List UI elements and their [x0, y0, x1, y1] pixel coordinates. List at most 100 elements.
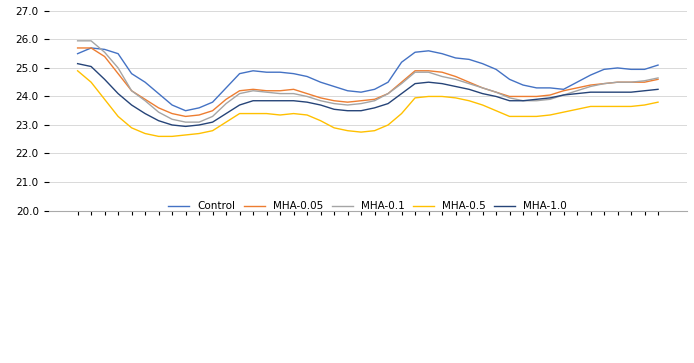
MHA-1.0: [465, 87, 473, 91]
MHA-0.05: [492, 90, 500, 94]
MHA-0.5: [478, 103, 486, 107]
MHA-1.0: [546, 96, 555, 100]
Control: [371, 87, 379, 91]
MHA-0.1: [101, 50, 109, 54]
MHA-0.05: [276, 89, 285, 93]
MHA-0.5: [451, 96, 459, 100]
Line: MHA-0.1: MHA-0.1: [78, 41, 658, 122]
Line: MHA-0.5: MHA-0.5: [78, 71, 658, 136]
MHA-1.0: [478, 91, 486, 96]
MHA-0.1: [249, 89, 257, 93]
MHA-0.5: [438, 94, 446, 99]
MHA-0.1: [87, 38, 95, 43]
Control: [451, 56, 459, 60]
MHA-0.5: [627, 104, 635, 109]
MHA-1.0: [519, 98, 527, 103]
MHA-0.1: [330, 101, 338, 106]
MHA-0.05: [478, 86, 486, 90]
Control: [344, 89, 352, 93]
MHA-0.1: [505, 96, 514, 100]
MHA-0.5: [654, 100, 662, 104]
MHA-0.5: [87, 80, 95, 84]
MHA-0.05: [438, 70, 446, 74]
MHA-0.05: [155, 106, 163, 110]
Control: [195, 106, 203, 110]
MHA-0.5: [384, 123, 392, 127]
MHA-0.1: [235, 91, 244, 96]
MHA-0.1: [74, 38, 82, 43]
MHA-0.05: [532, 94, 541, 99]
MHA-0.1: [195, 120, 203, 124]
MHA-0.5: [289, 111, 298, 116]
Control: [235, 72, 244, 76]
MHA-1.0: [141, 111, 149, 116]
MHA-0.05: [168, 111, 176, 116]
MHA-0.5: [600, 104, 608, 109]
MHA-0.05: [222, 97, 230, 102]
Control: [505, 77, 514, 82]
MHA-0.5: [155, 134, 163, 139]
MHA-0.1: [600, 81, 608, 86]
MHA-0.05: [101, 54, 109, 59]
MHA-1.0: [195, 123, 203, 127]
Control: [74, 52, 82, 56]
MHA-1.0: [101, 77, 109, 82]
MHA-0.5: [316, 118, 325, 123]
MHA-0.5: [532, 114, 541, 119]
Line: MHA-0.05: MHA-0.05: [78, 48, 658, 117]
MHA-0.5: [398, 111, 406, 116]
MHA-0.05: [451, 74, 459, 79]
MHA-0.1: [398, 81, 406, 86]
Control: [303, 74, 311, 79]
MHA-0.1: [155, 110, 163, 114]
MHA-0.1: [357, 101, 365, 106]
MHA-0.1: [478, 86, 486, 90]
MHA-1.0: [357, 109, 365, 113]
MHA-1.0: [289, 98, 298, 103]
Control: [114, 52, 122, 56]
MHA-1.0: [425, 80, 433, 84]
MHA-0.5: [559, 110, 568, 114]
MHA-0.05: [235, 89, 244, 93]
MHA-0.1: [222, 101, 230, 106]
Control: [87, 46, 95, 50]
MHA-1.0: [641, 89, 649, 93]
MHA-0.05: [465, 80, 473, 84]
MHA-0.05: [141, 97, 149, 102]
MHA-0.5: [371, 129, 379, 133]
MHA-0.05: [114, 72, 122, 76]
MHA-0.05: [586, 83, 595, 87]
Control: [155, 91, 163, 96]
MHA-0.5: [519, 114, 527, 119]
MHA-0.1: [559, 93, 568, 97]
Control: [654, 63, 662, 67]
MHA-1.0: [613, 90, 622, 94]
Control: [330, 84, 338, 89]
MHA-1.0: [222, 111, 230, 116]
Control: [613, 66, 622, 70]
Control: [519, 83, 527, 87]
MHA-0.1: [641, 78, 649, 83]
MHA-0.5: [357, 130, 365, 134]
MHA-1.0: [384, 101, 392, 106]
Control: [276, 70, 285, 74]
MHA-1.0: [654, 87, 662, 91]
MHA-0.5: [505, 114, 514, 119]
MHA-1.0: [627, 90, 635, 94]
MHA-0.1: [546, 97, 555, 102]
MHA-0.1: [532, 98, 541, 103]
MHA-0.5: [492, 109, 500, 113]
MHA-0.05: [627, 80, 635, 84]
MHA-0.1: [168, 117, 176, 122]
MHA-1.0: [411, 81, 419, 86]
Control: [249, 69, 257, 73]
MHA-1.0: [316, 103, 325, 107]
MHA-1.0: [586, 90, 595, 94]
Control: [573, 80, 581, 84]
MHA-0.1: [276, 91, 285, 96]
MHA-0.1: [289, 91, 298, 96]
MHA-0.5: [181, 133, 189, 137]
Control: [559, 87, 568, 91]
MHA-1.0: [235, 103, 244, 107]
MHA-1.0: [208, 120, 217, 124]
